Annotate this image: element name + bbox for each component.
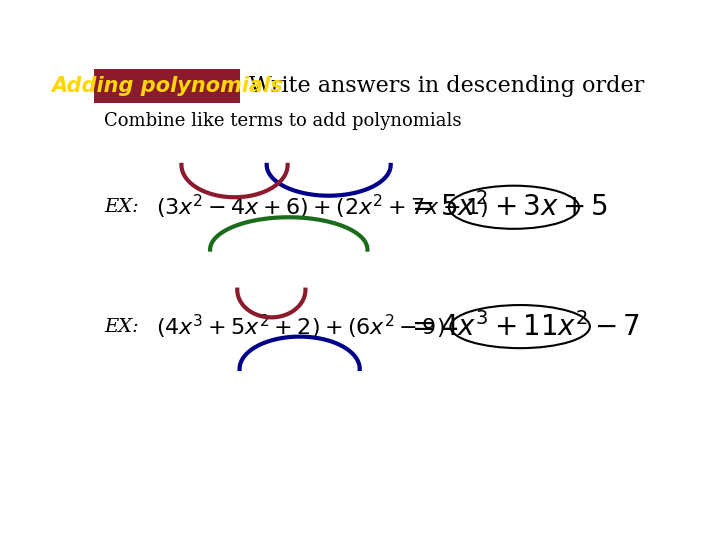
Text: Combine like terms to add polynomials: Combine like terms to add polynomials — [104, 112, 462, 130]
Text: $(3x^2-4x+6)+(2x^2+7x-1)$: $(3x^2-4x+6)+(2x^2+7x-1)$ — [156, 193, 487, 221]
Text: EX:: EX: — [104, 318, 139, 335]
FancyBboxPatch shape — [94, 69, 240, 103]
Text: Write answers in descending order: Write answers in descending order — [249, 75, 644, 97]
Text: $=4x^3+11x^2-7$: $=4x^3+11x^2-7$ — [406, 312, 640, 342]
Text: $=5x^2+3x+5$: $=5x^2+3x+5$ — [406, 192, 608, 222]
Text: Adding polynomials: Adding polynomials — [51, 76, 282, 96]
Text: EX:: EX: — [104, 198, 139, 216]
Text: $(4x^3+5x^2+2)+(6x^2-9)$: $(4x^3+5x^2+2)+(6x^2-9)$ — [156, 313, 445, 341]
